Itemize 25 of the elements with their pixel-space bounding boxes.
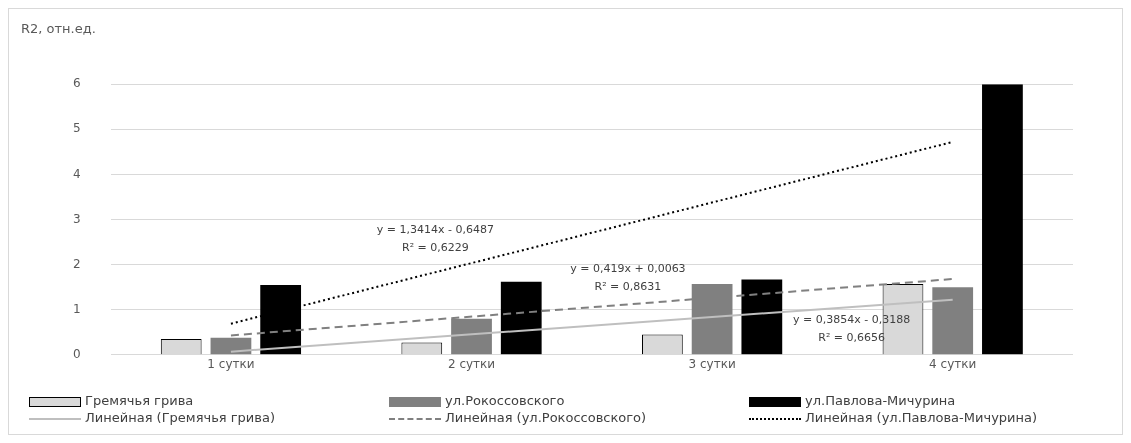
y-tick-label: 5 [72, 121, 81, 136]
y-tick-label: 0 [72, 346, 81, 361]
y-tick-label: 4 [72, 166, 81, 181]
x-tick-label: 3 сутки [688, 357, 736, 372]
bar [982, 84, 1023, 355]
annotation: y = 0,419x + 0,0063 R² = 0,8631 [570, 262, 686, 294]
y-tick-label: 6 [72, 76, 81, 91]
annotation: y = 0,3854x - 0,3188 R² = 0,6656 [793, 313, 911, 345]
x-tick-label: 4 сутки [929, 357, 977, 372]
legend-label: Линейная (Гремячья грива) [85, 410, 275, 425]
legend-label: Линейная (ул.Рокоссовского) [445, 410, 647, 425]
legend-label: Гремячья грива [85, 393, 194, 408]
bar [500, 281, 542, 355]
x-tick-label: 2 сутки [447, 357, 496, 372]
x-tick-label: 1 сутки [207, 357, 255, 372]
annotation: y = 1,3414x - 0,6487 R² = 0,6229 [376, 223, 495, 255]
legend-label: Линейная (ул.Павлова-Мичурина) [805, 410, 1038, 425]
y-tick-label: 2 [72, 256, 81, 271]
y-tick-label: 3 [72, 211, 81, 226]
bar [932, 287, 974, 355]
bar [741, 279, 783, 355]
y-axis-title: R2, отн.ед. [21, 21, 96, 36]
legend-label: ул.Павлова-Мичурина [805, 393, 956, 408]
legend-label: ул.Рокоссовского [445, 393, 565, 408]
y-tick-label: 1 [72, 301, 81, 316]
